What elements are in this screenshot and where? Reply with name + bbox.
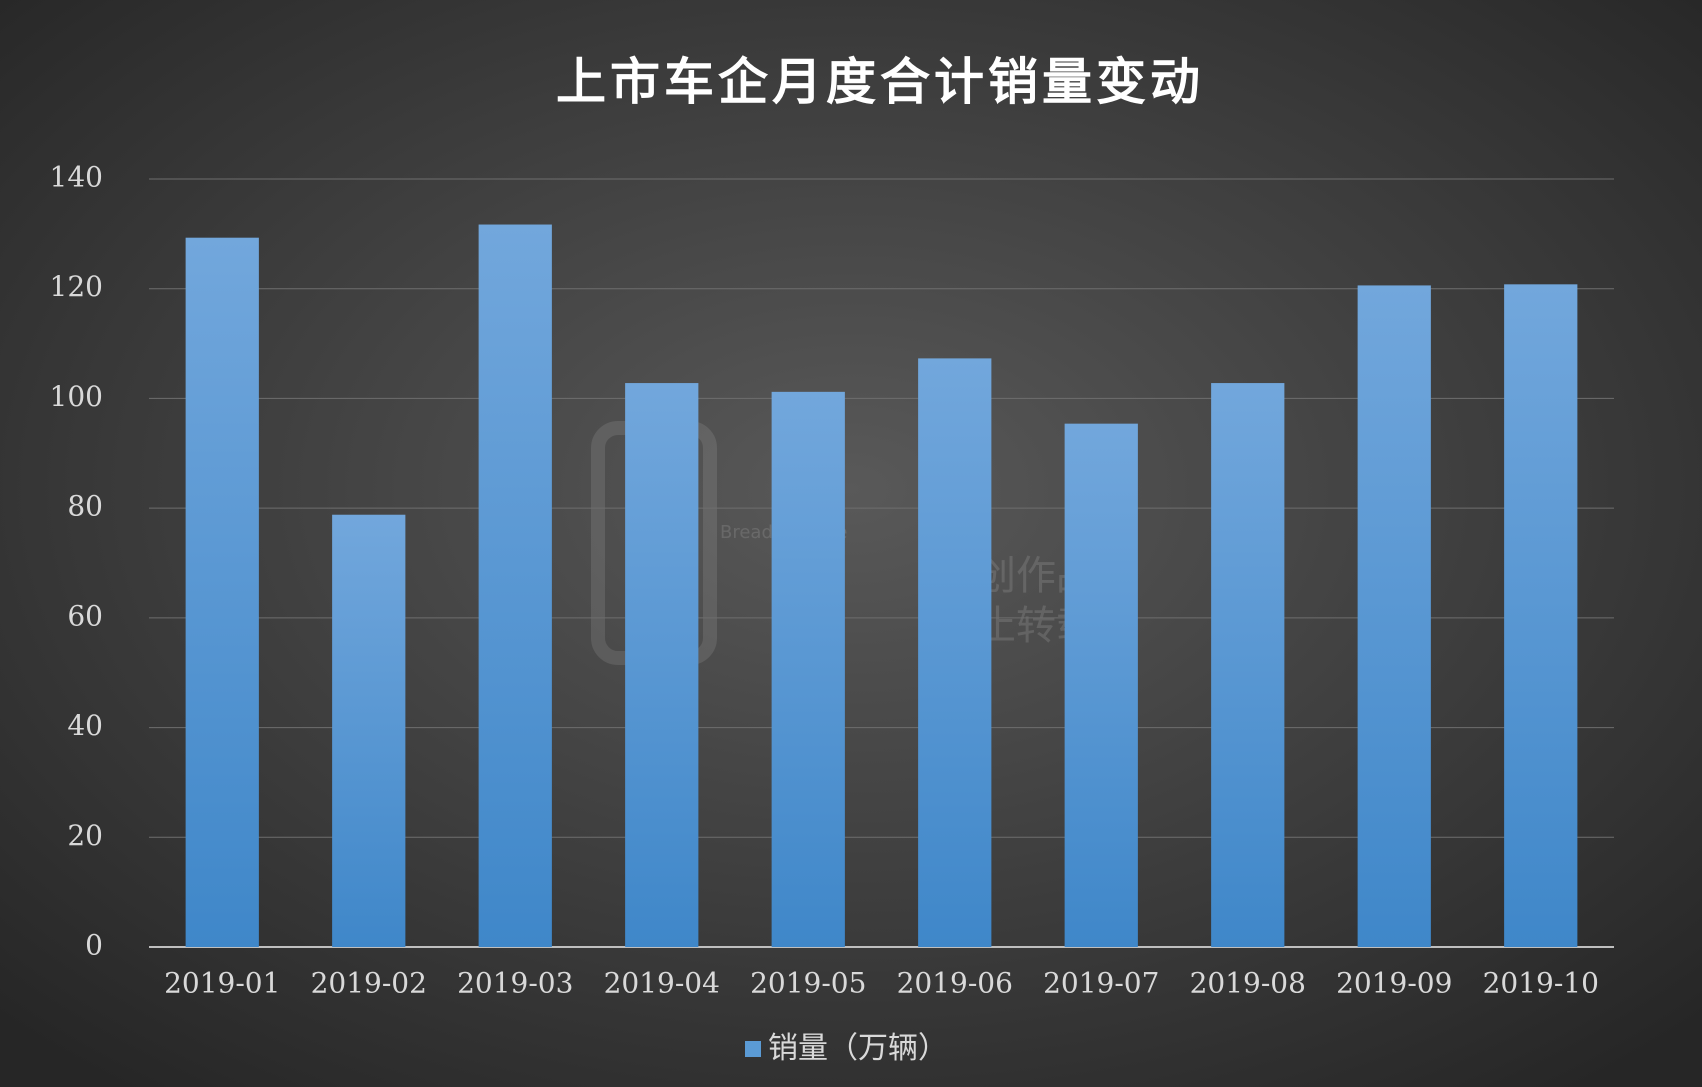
y-tick-label: 20 bbox=[67, 819, 103, 852]
x-tick-label: 2019-09 bbox=[1336, 967, 1452, 1000]
x-tick-label: 2019-10 bbox=[1483, 967, 1599, 1000]
bar bbox=[185, 237, 259, 947]
y-tick-label: 80 bbox=[67, 490, 103, 523]
x-tick-label: 2019-07 bbox=[1043, 967, 1159, 1000]
chart-title: 上市车企月度合计销量变动 bbox=[556, 52, 1204, 111]
y-tick-label: 60 bbox=[67, 599, 103, 632]
bar bbox=[332, 514, 406, 947]
y-tick-label: 120 bbox=[50, 270, 103, 303]
y-tick-label: 100 bbox=[50, 380, 103, 413]
x-tick-label: 2019-06 bbox=[897, 967, 1013, 1000]
bar bbox=[1504, 284, 1578, 948]
bar bbox=[1064, 423, 1138, 948]
y-tick-label: 0 bbox=[85, 929, 103, 962]
x-tick-label: 2019-03 bbox=[457, 967, 573, 1000]
bar bbox=[918, 358, 992, 948]
x-tick-label: 2019-01 bbox=[164, 967, 280, 1000]
x-tick-label: 2019-08 bbox=[1190, 967, 1306, 1000]
bar bbox=[1357, 285, 1431, 947]
legend-label: 销量（万辆） bbox=[768, 1031, 948, 1066]
x-tick-label: 2019-05 bbox=[750, 967, 866, 1000]
bar bbox=[1211, 383, 1285, 947]
x-tick-label: 2019-04 bbox=[604, 967, 720, 1000]
legend-swatch bbox=[745, 1041, 761, 1057]
plot-area: 0 20 40 60 80 100 120 140 2019-01 2019-02 2019-03 2… bbox=[50, 161, 1614, 1066]
y-tick-label: 140 bbox=[50, 161, 103, 194]
bar bbox=[771, 391, 845, 947]
bar bbox=[478, 224, 552, 947]
bar bbox=[625, 383, 699, 947]
y-tick-label: 40 bbox=[67, 709, 103, 742]
x-tick-label: 2019-02 bbox=[311, 967, 427, 1000]
